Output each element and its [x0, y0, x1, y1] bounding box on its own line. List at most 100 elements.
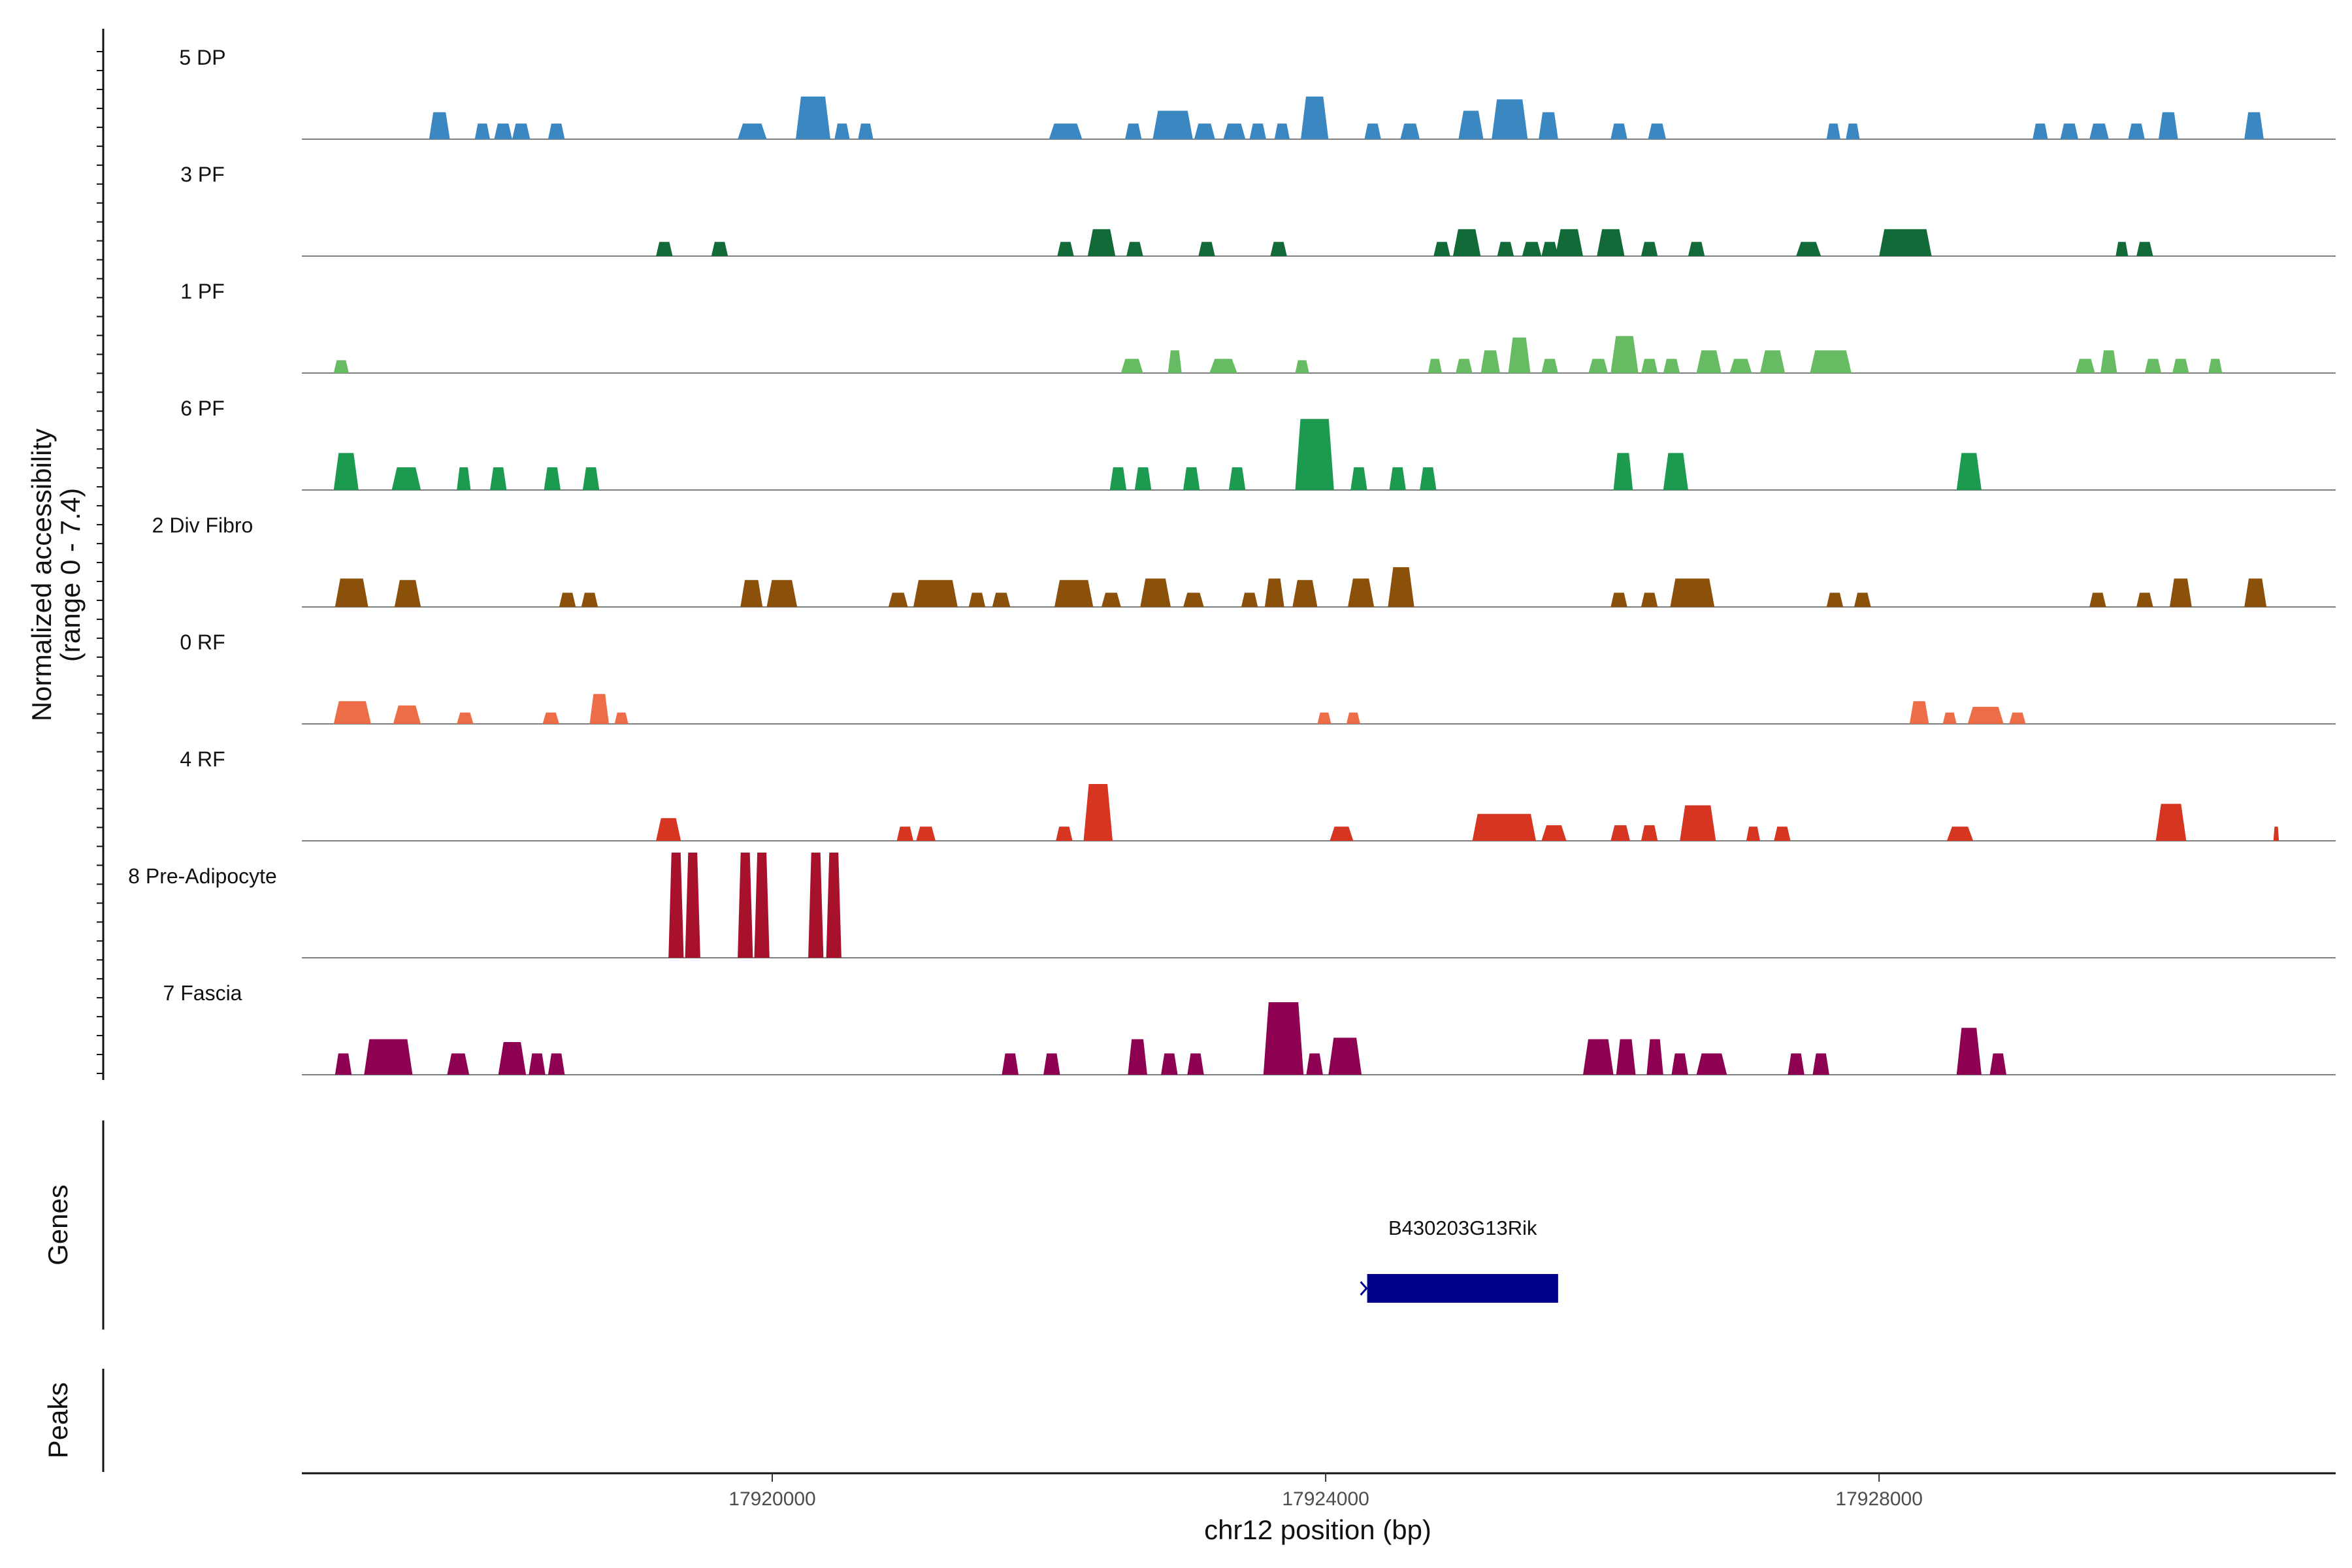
coverage-peak: [1956, 1028, 1982, 1075]
coverage-peak: [1388, 567, 1414, 607]
coverage-peak: [1641, 242, 1658, 256]
coverage-peak: [796, 96, 830, 139]
coverage-peak: [1183, 593, 1204, 607]
coverage-peak: [1102, 593, 1121, 607]
coverage-peak: [1854, 593, 1871, 607]
coverage-peak: [1292, 580, 1318, 607]
x-axis: 17920000 17924000 17928000: [728, 1473, 1923, 1510]
coverage-peak: [1306, 1053, 1323, 1075]
coverage-peak: [740, 580, 763, 607]
coverage-peak: [1812, 1053, 1829, 1075]
gene-label: B430203G13Rik: [1388, 1217, 1537, 1239]
coverage-peak: [1967, 706, 2004, 724]
coverage-peak: [1610, 593, 1627, 607]
coverage-peak: [916, 826, 936, 841]
track-label: 8 Pre-Adipocyte: [128, 864, 277, 888]
track-label: 4 RF: [180, 747, 225, 771]
coverage-peak: [1696, 350, 1722, 373]
coverage-peak: [1054, 580, 1094, 607]
coverage-peak: [2128, 123, 2145, 139]
coverage-peak: [2244, 578, 2267, 607]
coverage-peak: [1760, 350, 1786, 373]
coverage-peak: [1209, 359, 1237, 373]
coverage-peak: [1295, 419, 1334, 490]
y-axis-title: Normalized accessibility: [26, 429, 57, 721]
coverage-peak: [1301, 96, 1329, 139]
coverage-peak: [1613, 453, 1633, 490]
coverage-peak: [1472, 813, 1536, 841]
peaks-panel-title: Peaks: [42, 1382, 73, 1459]
coverage-peak: [1480, 350, 1500, 373]
coverage-peak: [668, 853, 684, 958]
coverage-peak: [2075, 359, 2095, 373]
coverage-peak: [1788, 1053, 1805, 1075]
coverage-peak: [826, 853, 841, 958]
coverage-peak: [1125, 123, 1142, 139]
coverage-peak: [559, 593, 576, 607]
coverage-peak: [335, 578, 368, 607]
coverage-peak: [490, 467, 507, 490]
coverage-peak: [429, 112, 450, 139]
coverage-peak: [512, 123, 531, 139]
coverage-peak: [1433, 242, 1450, 256]
track: 0 RF: [180, 630, 2336, 725]
coverage-peak: [333, 701, 371, 724]
coverage-peak: [2244, 112, 2264, 139]
track: 5 DP: [179, 46, 2336, 140]
coverage-peak: [1746, 826, 1760, 841]
coverage-peak: [2089, 593, 2106, 607]
coverage-peak: [1909, 701, 1929, 724]
coverage-peak: [335, 1053, 352, 1075]
track-label: 5 DP: [179, 46, 225, 69]
coverage-peak: [1183, 467, 1200, 490]
coverage-peak: [2169, 578, 2192, 607]
coverage-peak: [1348, 578, 1375, 607]
coverage-peak: [2144, 359, 2162, 373]
coverage-peak: [457, 467, 471, 490]
coverage-peak: [766, 580, 798, 607]
coverage-peak: [1364, 123, 1381, 139]
coverage-peak: [1428, 359, 1442, 373]
coverage-peak: [1670, 578, 1715, 607]
coverage-peak: [1641, 359, 1658, 373]
coverage-peak: [391, 467, 421, 490]
coverage-peak: [2273, 826, 2279, 841]
coverage-peak: [1826, 593, 1844, 607]
track: 6 PF: [180, 397, 2336, 491]
coverage-peak: [2089, 123, 2109, 139]
coverage-peak: [1198, 242, 1215, 256]
coverage-peak: [2100, 350, 2117, 373]
coverage-peak: [1456, 359, 1473, 373]
coverage-peak: [1049, 123, 1083, 139]
coverage-peak: [2060, 123, 2079, 139]
coverage-peak: [1161, 1053, 1178, 1075]
coverage-peak: [1826, 123, 1840, 139]
coverage-peak: [333, 360, 349, 373]
coverage-peak: [589, 694, 610, 724]
coverage-peak: [2136, 242, 2153, 256]
coverage-peak: [1989, 1053, 2006, 1075]
coverage-peak: [1774, 826, 1791, 841]
coverage-peak: [738, 123, 767, 139]
strand-arrow-icon: [1360, 1281, 1368, 1296]
track: 1 PF: [180, 280, 2336, 374]
coverage-peak: [1002, 1053, 1019, 1075]
coverage-peak: [1956, 453, 1982, 490]
coverage-peak: [1646, 1039, 1663, 1075]
coverage-peak: [1555, 229, 1583, 256]
coverage-peak: [656, 242, 673, 256]
coverage-peak: [474, 123, 490, 139]
coverage-peak: [1688, 242, 1705, 256]
track-label: 0 RF: [180, 630, 225, 654]
coverage-peak: [1729, 359, 1752, 373]
coverage-peak: [896, 826, 913, 841]
coverage-peak: [711, 242, 728, 256]
coverage-peak: [1508, 337, 1531, 373]
track: 8 Pre-Adipocyte: [128, 853, 2336, 958]
coverage-peak: [1087, 229, 1116, 256]
coverage-peak: [1330, 826, 1354, 841]
coverage-peak: [2136, 593, 2153, 607]
x-tick-label: 17928000: [1835, 1488, 1922, 1510]
coverage-peak: [1187, 1053, 1204, 1075]
